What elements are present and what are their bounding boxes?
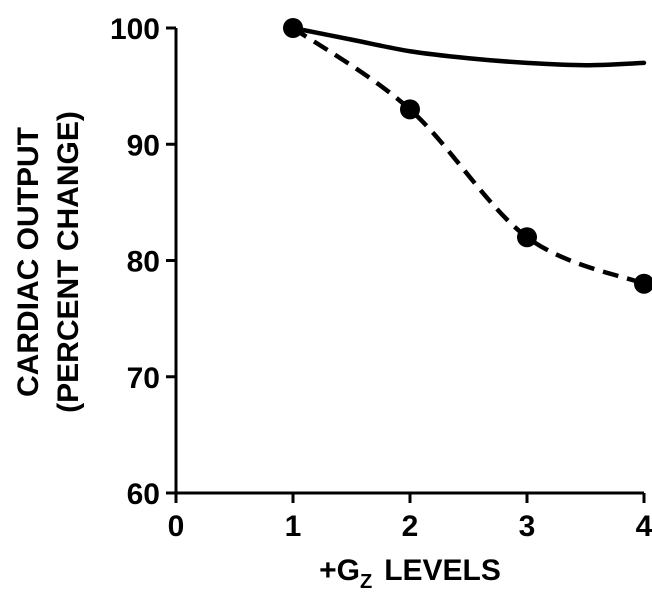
x-axis-label: +GZ LEVELS bbox=[319, 554, 501, 593]
x-axis-label-main: +G bbox=[319, 554, 360, 587]
y-axis-label-line1: CARDIAC OUTPUT bbox=[12, 127, 45, 397]
x-tick-label: 1 bbox=[285, 510, 302, 543]
y-axis-label-line2: (PERCENT CHANGE) bbox=[52, 111, 85, 413]
x-tick-label: 3 bbox=[519, 510, 536, 543]
y-tick-label: 80 bbox=[127, 246, 160, 279]
dashed-series-line bbox=[291, 26, 645, 286]
x-axis-label-rest: LEVELS bbox=[384, 554, 501, 587]
axes bbox=[174, 28, 644, 495]
data-point bbox=[283, 18, 303, 38]
solid-series-line bbox=[290, 25, 647, 68]
y-tick-label: 60 bbox=[127, 478, 160, 511]
y-tick-label: 100 bbox=[110, 13, 160, 46]
x-tick-label: 4 bbox=[636, 510, 652, 543]
y-tick-label: 90 bbox=[127, 129, 160, 162]
data-point bbox=[400, 99, 420, 120]
x-tick-label: 2 bbox=[402, 510, 419, 543]
series-layer bbox=[283, 18, 652, 294]
data-point bbox=[634, 273, 652, 294]
y-tick-label: 70 bbox=[127, 362, 160, 395]
data-point bbox=[517, 227, 537, 248]
x-tick-label: 0 bbox=[168, 510, 185, 543]
x-axis-label-sub: Z bbox=[360, 571, 372, 593]
ticks-layer: 0 1 2 3 4 60 70 80 90 100 bbox=[110, 13, 652, 543]
